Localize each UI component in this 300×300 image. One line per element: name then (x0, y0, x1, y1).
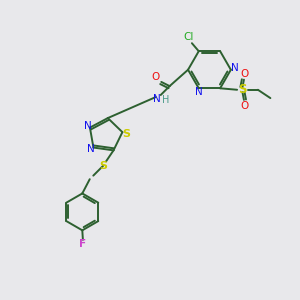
Text: N: N (153, 94, 161, 103)
Text: S: S (238, 83, 247, 96)
Text: S: S (122, 129, 130, 139)
Text: O: O (152, 72, 160, 82)
Text: F: F (79, 239, 86, 249)
Text: O: O (240, 101, 249, 111)
Text: Cl: Cl (183, 32, 194, 42)
Text: N: N (230, 63, 238, 73)
Text: N: N (195, 87, 202, 97)
Text: N: N (84, 121, 92, 131)
Text: O: O (240, 69, 249, 79)
Text: H: H (162, 95, 169, 105)
Text: N: N (87, 144, 94, 154)
Text: S: S (99, 161, 107, 171)
